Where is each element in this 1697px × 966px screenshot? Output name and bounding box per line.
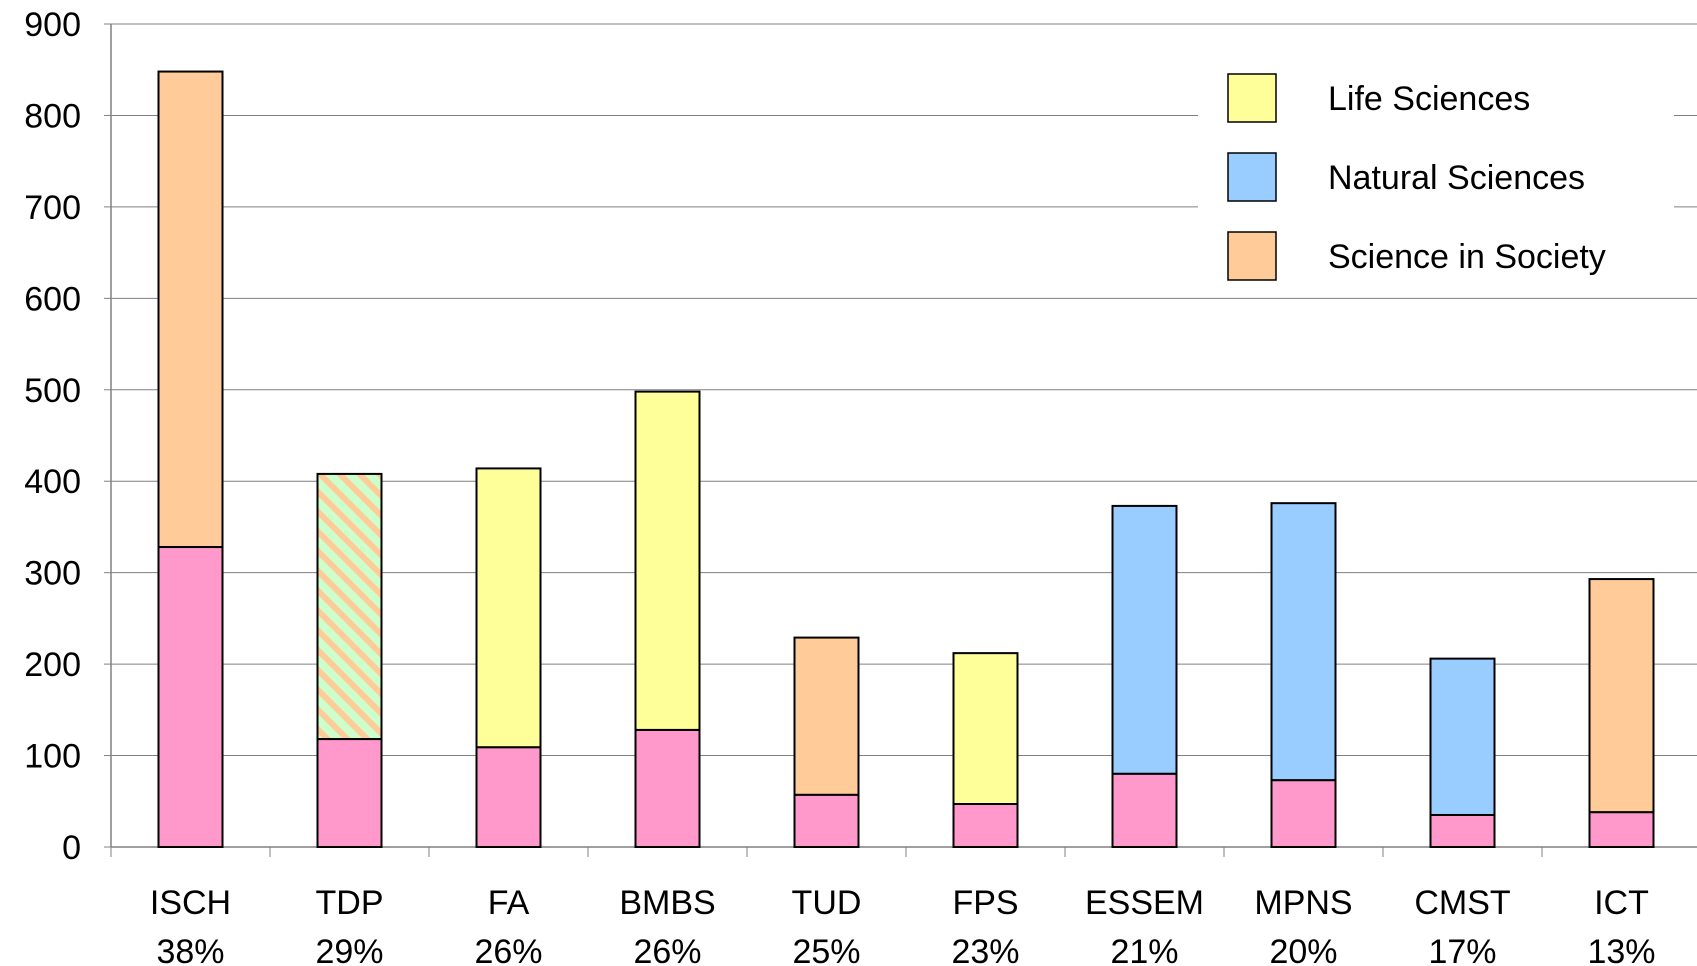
x-percent-label: 21%: [1110, 933, 1178, 966]
bar-segment-tud-field: [793, 636, 860, 796]
y-tick-label: 600: [24, 280, 81, 318]
x-category-label: FA: [488, 884, 530, 922]
bars: [157, 70, 1655, 849]
bar-segment-ict-base: [1588, 811, 1655, 848]
x-percent-label: 17%: [1428, 933, 1496, 966]
x-percent-label: 13%: [1587, 933, 1655, 966]
bar-segment-tdp-field: [316, 472, 383, 741]
y-tick-label: 0: [62, 829, 81, 867]
bar-segment-cmst-base: [1429, 813, 1496, 848]
x-category-label: BMBS: [619, 884, 715, 922]
legend-swatch: [1227, 231, 1277, 281]
bar-segment-isch-base: [157, 546, 224, 848]
y-tick-label: 200: [24, 646, 81, 684]
bar-segment-tud-base: [793, 793, 860, 848]
x-percent-label: 29%: [315, 933, 383, 966]
bar-segment-cmst-field: [1429, 657, 1496, 816]
bar-segment-fps-base: [952, 803, 1019, 849]
bar-segment-mpns-field: [1270, 502, 1337, 782]
bar-segment-isch-field: [157, 70, 224, 549]
bar-segment-fps-field: [952, 652, 1019, 806]
legend-label: Natural Sciences: [1328, 159, 1585, 197]
x-percent-label: 20%: [1269, 933, 1337, 966]
legend-box: [1198, 60, 1674, 290]
x-category-label: ICT: [1594, 884, 1649, 922]
x-category-label: TDP: [316, 884, 384, 922]
y-tick-label: 400: [24, 463, 81, 501]
x-percent-label: 23%: [951, 933, 1019, 966]
y-tick-label: 300: [24, 555, 81, 593]
x-category-label: MPNS: [1254, 884, 1352, 922]
y-tick-label: 800: [24, 97, 81, 135]
y-tick-label: 100: [24, 738, 81, 776]
bar-segment-fa-base: [475, 746, 542, 849]
x-category-label: TUD: [792, 884, 862, 922]
bar-segment-essem-base: [1111, 772, 1178, 848]
bar-segment-tdp-base: [316, 738, 383, 849]
x-category-label: ESSEM: [1085, 884, 1204, 922]
bar-segment-essem-field: [1111, 504, 1178, 775]
x-category-label: FPS: [952, 884, 1018, 922]
legend-label: Life Sciences: [1328, 80, 1530, 118]
x-axis: ISCH 38% TDP 29% FA 26% BMBS 26% TUD 25% FPS 23% ESS…: [110, 846, 1697, 966]
bar-segment-bmbs-field: [634, 390, 701, 731]
x-percent-label: 38%: [156, 933, 224, 966]
bar-segment-bmbs-base: [634, 728, 701, 848]
x-category-label: CMST: [1414, 884, 1510, 922]
x-category-label: ISCH: [150, 884, 231, 922]
bar-segment-ict-field: [1588, 578, 1655, 814]
bar-segment-mpns-base: [1270, 779, 1337, 848]
y-axis: 0 100 200 300 400 500 600 700 800 900: [24, 6, 112, 867]
legend-label: Science in Society: [1328, 238, 1606, 276]
y-tick-label: 700: [24, 189, 81, 227]
y-tick-label: 900: [24, 6, 81, 44]
legend-swatch: [1227, 73, 1277, 123]
legend-swatch: [1227, 152, 1277, 202]
x-percent-label: 26%: [474, 933, 542, 966]
y-tick-label: 500: [24, 372, 81, 410]
bar-segment-fa-field: [475, 467, 542, 749]
x-percent-label: 26%: [633, 933, 701, 966]
x-percent-label: 25%: [792, 933, 860, 966]
legend: Life Sciences Natural Sciences Science in …: [1198, 60, 1674, 290]
